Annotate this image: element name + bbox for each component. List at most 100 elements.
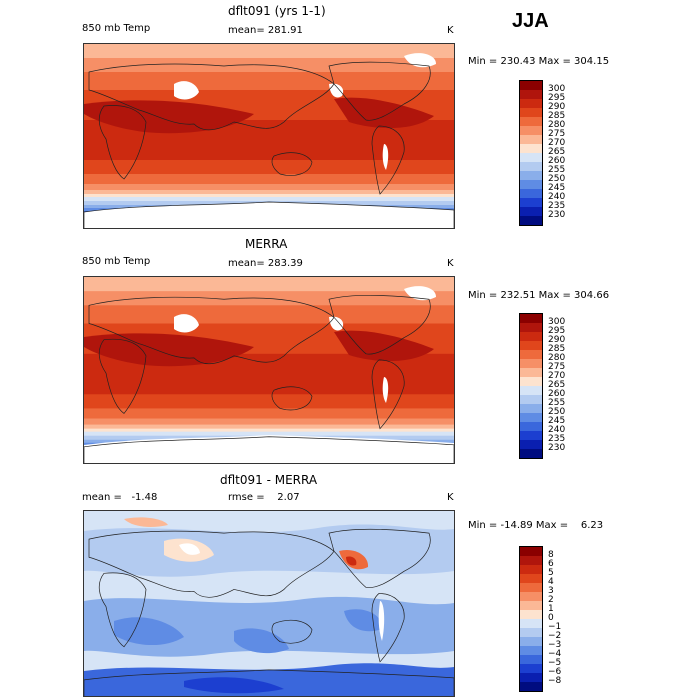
colorbar-swatch (520, 395, 542, 404)
colorbar-swatch (520, 619, 542, 628)
colorbar-swatch (520, 377, 542, 386)
colorbar-tick-label: 295 (548, 326, 566, 336)
colorbar-swatch (520, 592, 542, 601)
colorbar-tick-label: 255 (548, 165, 566, 175)
colorbar-tick-label: −2 (548, 631, 562, 641)
colorbar-tick-label: 270 (548, 371, 566, 381)
min-max-label: Min = 230.43 Max = 304.15 (468, 56, 610, 67)
colorbar-tick-label: −1 (548, 622, 562, 632)
colorbar-swatch (520, 565, 542, 574)
colorbar-labels: 8 6 5 4 3 2 1 0 −1 −2 −3 −4 −5 −6 −8 (548, 551, 561, 686)
colorbar-tick-label: 2 (548, 595, 554, 605)
colorbar-tick-label: 5 (548, 568, 554, 578)
colorbar-tick-label: 6 (548, 559, 554, 569)
colorbar-tick-label: 245 (548, 416, 566, 426)
colorbar-swatch (520, 332, 542, 341)
colorbar-swatch (520, 207, 542, 216)
colorbar-tick-label: 300 (548, 317, 566, 327)
colorbar-swatch (520, 368, 542, 377)
colorbar-swatch (520, 449, 542, 458)
colorbar-tick-label: 250 (548, 407, 566, 417)
colorbar (519, 546, 543, 692)
colorbar-tick-label: 240 (548, 192, 566, 202)
colorbar-tick-label: 280 (548, 353, 566, 363)
colorbar-tick-label: 0 (548, 613, 554, 623)
colorbar-tick-label: 240 (548, 425, 566, 435)
colorbar-swatch (520, 117, 542, 126)
colorbar-tick-label: 265 (548, 147, 566, 157)
colorbar-swatch (520, 413, 542, 422)
colorbar-tick-label: 245 (548, 183, 566, 193)
mean-label: mean = -1.48 (82, 492, 158, 503)
colorbar-tick-label: 260 (548, 156, 566, 166)
colorbar-tick-label: 3 (548, 586, 554, 596)
colorbar-swatch (520, 673, 542, 682)
colorbar-swatch (520, 664, 542, 673)
colorbar-tick-label: 275 (548, 362, 566, 372)
colorbar-swatch (520, 601, 542, 610)
mean-label: mean= 281.91 (228, 25, 303, 36)
colorbar-swatch (520, 646, 542, 655)
temperature-map (83, 276, 455, 464)
colorbar-swatch (520, 341, 542, 350)
map-graphic (84, 511, 454, 696)
colorbar-swatch (520, 216, 542, 225)
colorbar-tick-label: −4 (548, 649, 562, 659)
min-max-label: Min = 232.51 Max = 304.66 (468, 290, 610, 301)
colorbar-swatch (520, 144, 542, 153)
colorbar-tick-label: 235 (548, 434, 566, 444)
colorbar-swatch (520, 547, 542, 556)
rmse-label: rmse = 2.07 (228, 492, 300, 503)
units-label: K (447, 25, 454, 36)
colorbar-swatch (520, 153, 542, 162)
map-graphic (84, 277, 454, 463)
colorbar-tick-label: 230 (548, 443, 566, 453)
temperature-map (83, 43, 455, 229)
colorbar-tick-label: 290 (548, 335, 566, 345)
colorbar-swatch (520, 404, 542, 413)
colorbar-swatch (520, 99, 542, 108)
colorbar-swatch (520, 583, 542, 592)
colorbar-swatch (520, 126, 542, 135)
units-label: K (447, 492, 454, 503)
colorbar-swatch (520, 359, 542, 368)
colorbar-swatch (520, 655, 542, 664)
colorbar-swatch (520, 171, 542, 180)
colorbar (519, 313, 543, 459)
variable-label: 850 mb Temp (82, 23, 151, 34)
colorbar-tick-label: −8 (548, 676, 562, 686)
colorbar-tick-label: 295 (548, 93, 566, 103)
colorbar-tick-label: 265 (548, 380, 566, 390)
colorbar-swatch (520, 323, 542, 332)
colorbar-swatch (520, 135, 542, 144)
colorbar-swatch (520, 422, 542, 431)
panel-title: dflt091 - MERRA (220, 473, 318, 487)
mean-label: mean= 283.39 (228, 258, 303, 269)
colorbar-swatch (520, 90, 542, 99)
colorbar-tick-label: 275 (548, 129, 566, 139)
colorbar-tick-label: 250 (548, 174, 566, 184)
colorbar-labels: 300 295 290 285 280 275 270 265 260 255 250 245 240 2… (548, 318, 565, 453)
colorbar (519, 80, 543, 226)
colorbar-tick-label: 235 (548, 201, 566, 211)
colorbar-swatch (520, 189, 542, 198)
colorbar-swatch (520, 637, 542, 646)
colorbar-tick-label: −3 (548, 640, 562, 650)
colorbar-tick-label: 285 (548, 344, 566, 354)
colorbar-swatch (520, 682, 542, 691)
colorbar-tick-label: 290 (548, 102, 566, 112)
min-max-label: Min = -14.89 Max = 6.23 (468, 520, 604, 531)
colorbar-swatch (520, 314, 542, 323)
colorbar-swatch (520, 574, 542, 583)
colorbar-swatch (520, 108, 542, 117)
colorbar-tick-label: 300 (548, 84, 566, 94)
season-label: JJA (512, 10, 549, 32)
panel-title: MERRA (245, 237, 288, 251)
colorbar-tick-label: 8 (548, 550, 554, 560)
colorbar-tick-label: −5 (548, 658, 562, 668)
colorbar-swatch (520, 198, 542, 207)
colorbar-swatch (520, 162, 542, 171)
colorbar-tick-label: 4 (548, 577, 554, 587)
colorbar-tick-label: 285 (548, 111, 566, 121)
colorbar-swatch (520, 556, 542, 565)
